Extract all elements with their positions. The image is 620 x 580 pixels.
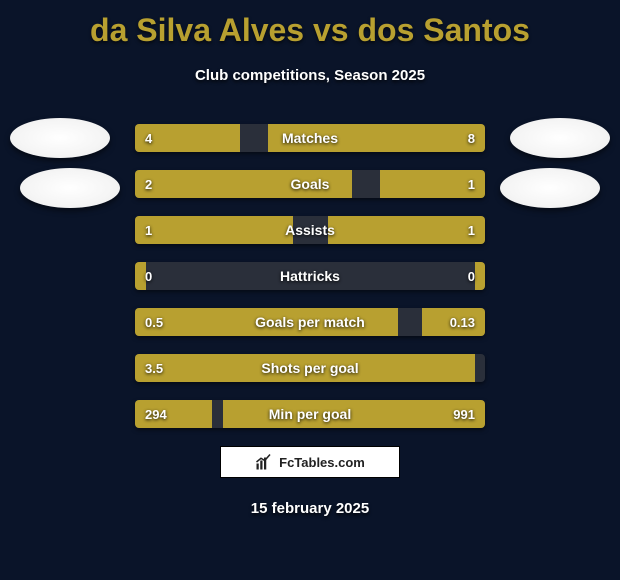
stat-bar-left [135,262,146,290]
stat-row: 0.50.13Goals per match [135,308,485,336]
player2-club-avatar [500,168,600,208]
stat-row: 3.5Shots per goal [135,354,485,382]
stat-bar-left [135,354,475,382]
player1-avatar [10,118,110,158]
stat-bar-right [223,400,486,428]
stat-row: 21Goals [135,170,485,198]
stat-bar-right [328,216,486,244]
stat-bar-right [422,308,485,336]
player1-club-avatar [20,168,120,208]
stat-bar-right [380,170,485,198]
comparison-subtitle: Club competitions, Season 2025 [0,67,620,84]
stat-bar-right [475,262,486,290]
stat-bar-right [268,124,485,152]
comparison-title: da Silva Alves vs dos Santos [0,0,620,49]
player2-avatar [510,118,610,158]
stat-row: 48Matches [135,124,485,152]
stat-bar-left [135,308,398,336]
stats-bars: 48Matches 21Goals 11Assists 00Hattricks 0.50… [135,124,485,446]
chart-icon [255,453,273,471]
brand-badge[interactable]: FcTables.com [220,446,400,478]
stat-bar-left [135,124,240,152]
stat-bar-left [135,400,212,428]
stat-row: 11Assists [135,216,485,244]
brand-text: FcTables.com [279,455,365,470]
footer-date: 15 february 2025 [0,500,620,517]
stat-row: 00Hattricks [135,262,485,290]
stat-bar-left [135,216,293,244]
stat-bar-left [135,170,352,198]
stat-row: 294991Min per goal [135,400,485,428]
